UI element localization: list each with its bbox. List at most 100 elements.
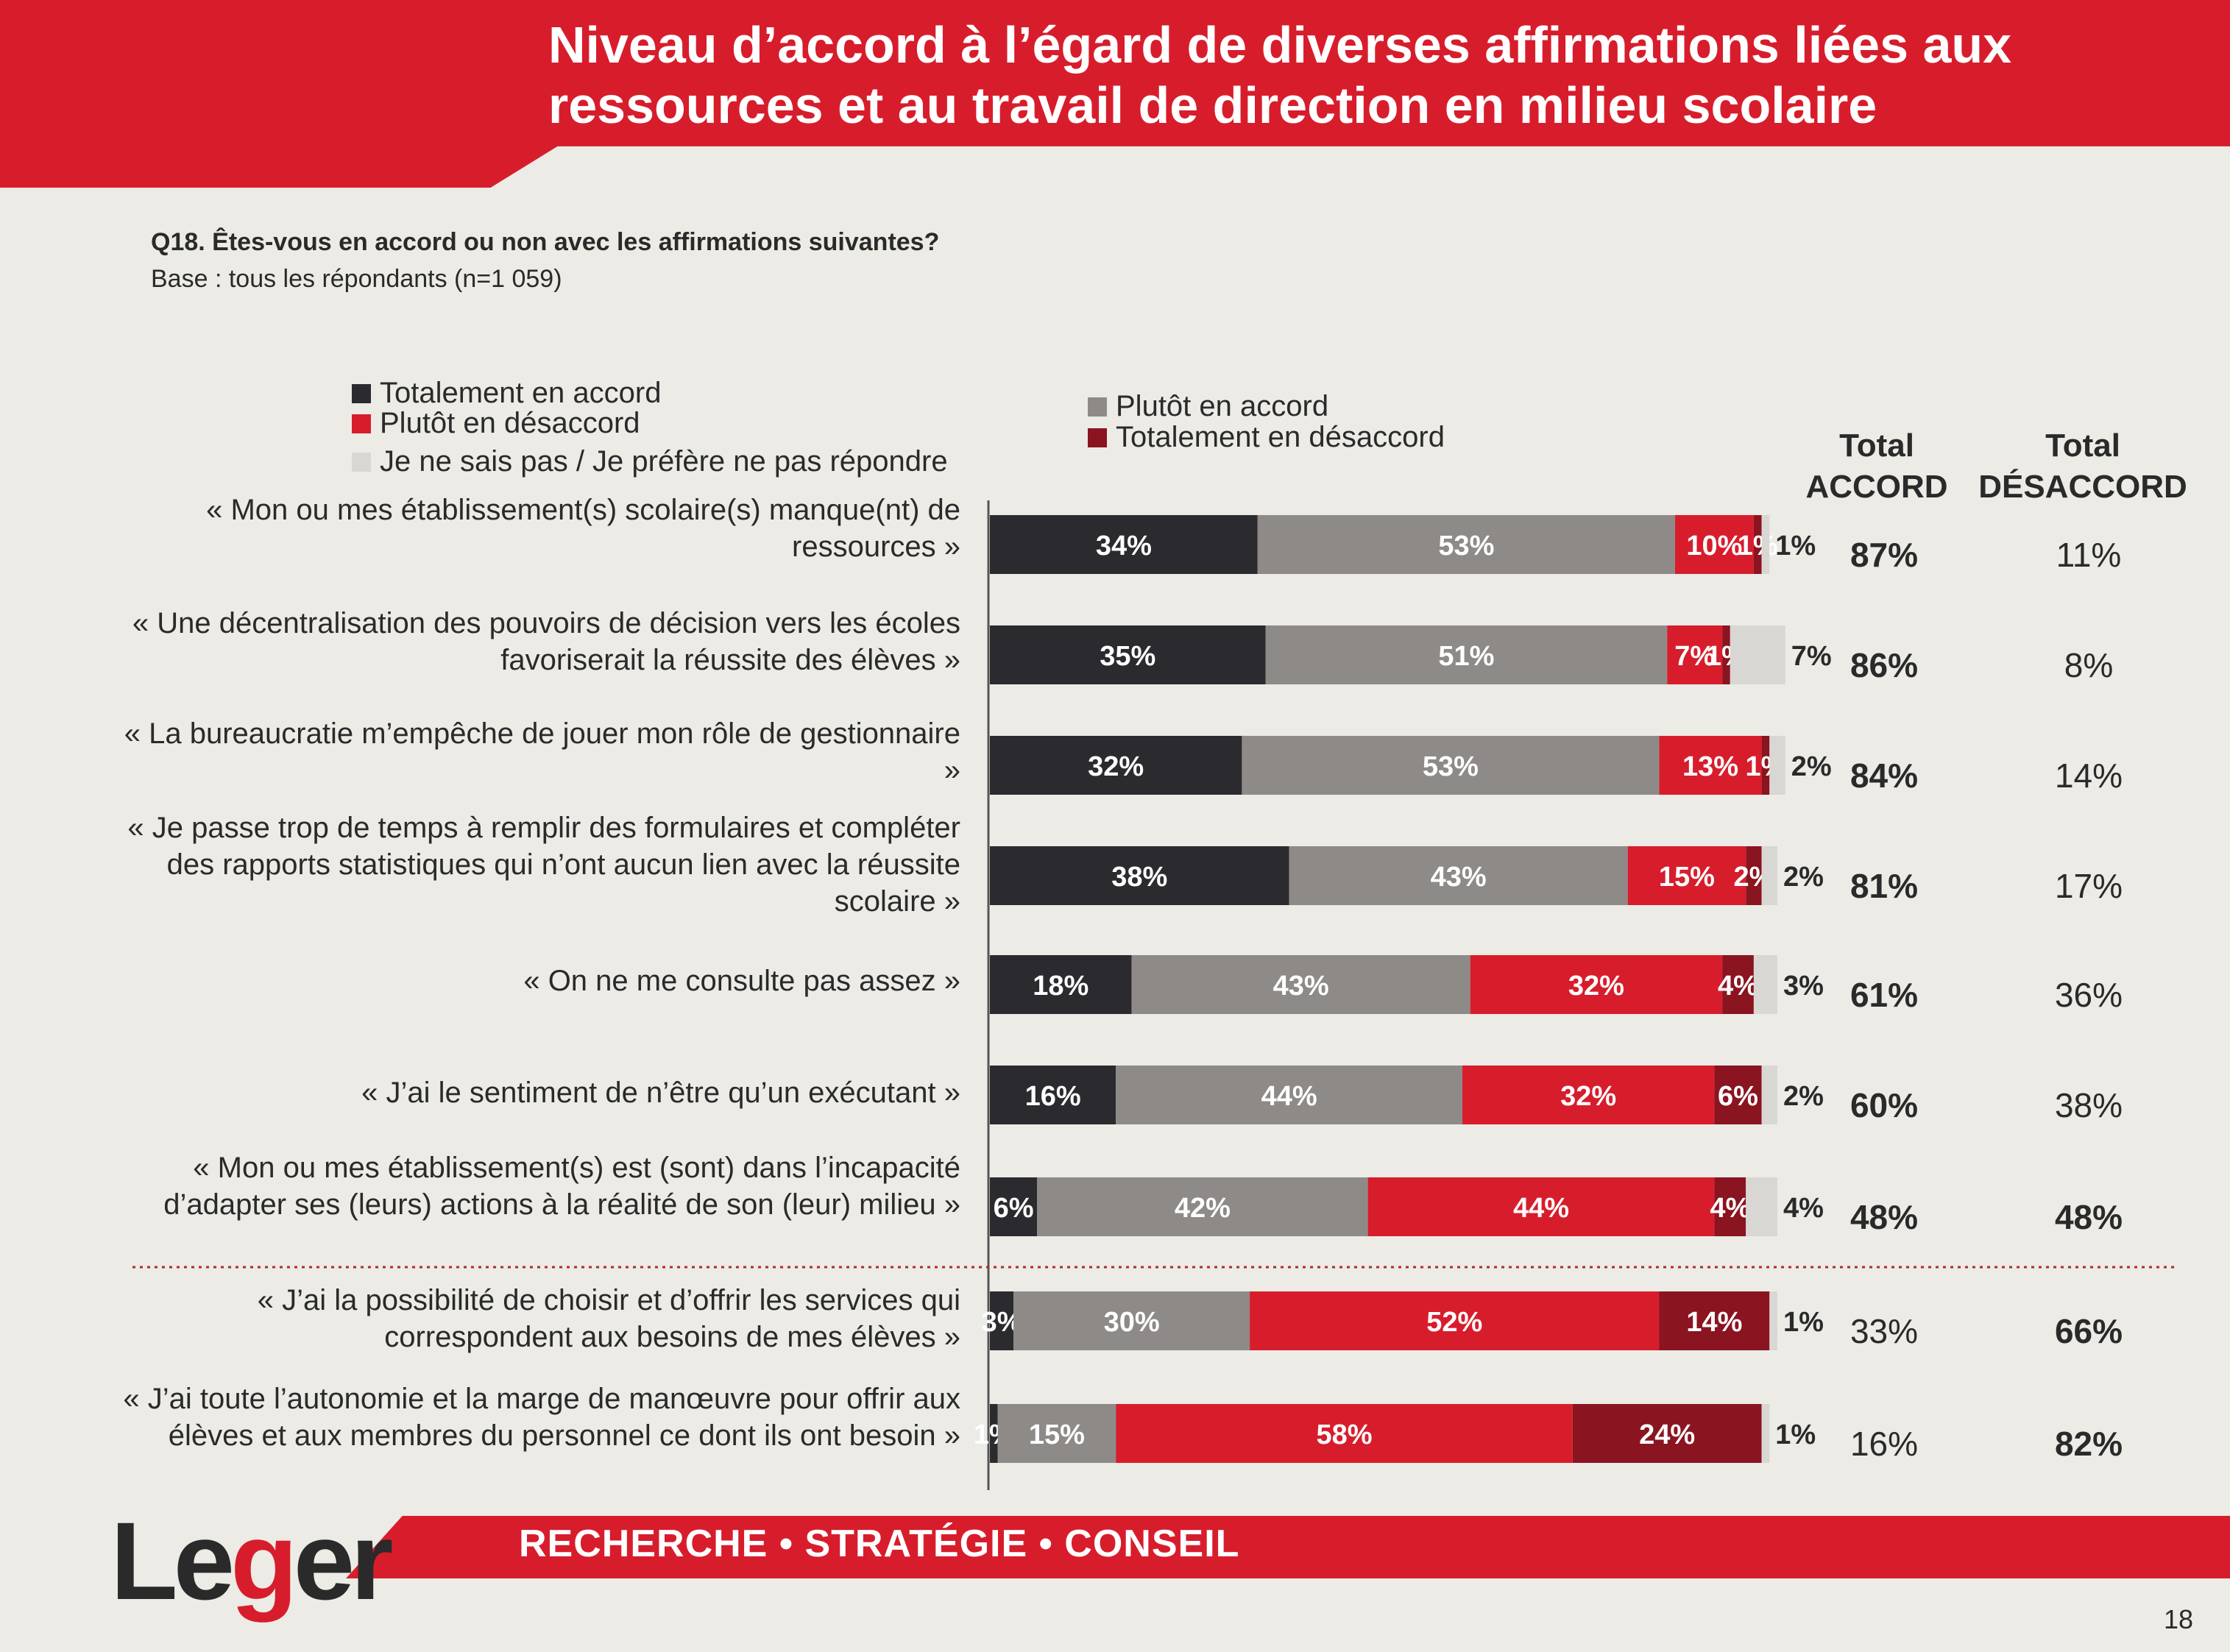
header-total-disagree: Total DÉSACCORD <box>1978 428 2187 505</box>
segment-value-label: 6% <box>1718 1081 1758 1112</box>
seg-totally-disagree <box>1761 736 1770 795</box>
segment-value-label: 4% <box>1783 1193 1824 1224</box>
seg-rather-agree <box>997 1404 1116 1463</box>
seg-totally-disagree <box>1746 846 1762 905</box>
statement-label: « On ne me consulte pas assez » <box>523 965 960 997</box>
segment-value-label: 7% <box>1674 641 1715 672</box>
page-number: 18 <box>2164 1604 2194 1634</box>
total-agree-value: 86% <box>1850 646 1918 684</box>
statement-label: « La bureaucratie m’empêche de jouer mon… <box>124 717 960 787</box>
bar-row: 1% 15% 58% 24% 1% 16% 82% <box>974 1404 2123 1463</box>
segment-value-label: 32% <box>1560 1081 1616 1112</box>
legend-totally-agree: Totalement en accord <box>352 377 661 410</box>
statement-label: « J’ai la possibilité de choisir et d’of… <box>257 1284 960 1353</box>
segment-value-label: 51% <box>1438 641 1494 672</box>
total-disagree-value: 66% <box>2055 1312 2123 1350</box>
total-disagree-value: 48% <box>2055 1198 2123 1236</box>
seg-rather-agree <box>1013 1291 1250 1350</box>
total-agree-value: 81% <box>1850 867 1918 905</box>
legend-swatch <box>352 414 371 433</box>
legend-swatch <box>1088 397 1107 416</box>
segment-value-label: 13% <box>1682 751 1738 782</box>
legend-rather-agree: Plutôt en accord <box>1088 390 1328 423</box>
footer-tagline: RECHERCHE • STRATÉGIE • CONSEIL <box>519 1522 1240 1565</box>
bar-row: 6% 42% 44% 4% 4% 48% 48% <box>990 1177 2123 1236</box>
segment-value-label: 32% <box>1568 971 1624 1002</box>
seg-rather-agree <box>1289 846 1628 905</box>
legend-label: Plutôt en désaccord <box>380 407 640 439</box>
seg-rather-disagree <box>1674 515 1754 574</box>
seg-dont-know <box>1746 1177 1777 1236</box>
statement-label: « Une décentralisation des pouvoirs de d… <box>132 607 960 676</box>
seg-rather-disagree <box>1250 1291 1660 1350</box>
bar-row: 38% 43% 15% 2% 2% 81% 17% <box>990 846 2123 905</box>
total-agree-value: 60% <box>1850 1086 1918 1124</box>
seg-rather-agree <box>1037 1177 1368 1236</box>
seg-totally-agree <box>990 1066 1116 1124</box>
segment-value-label: 1% <box>1783 1307 1824 1338</box>
seg-dont-know <box>1761 1404 1770 1463</box>
seg-dont-know <box>1769 736 1785 795</box>
total-disagree-value: 36% <box>2055 976 2123 1014</box>
segment-value-label: 38% <box>1111 862 1167 893</box>
total-disagree-value: 14% <box>2055 756 2123 795</box>
segment-value-label: 4% <box>1710 1193 1750 1224</box>
segment-value-label: 1% <box>1775 531 1816 561</box>
seg-totally-agree <box>990 625 1266 684</box>
total-agree-value: 61% <box>1850 976 1918 1014</box>
statement-label: « J’ai le sentiment de n’être qu’un exéc… <box>361 1077 960 1109</box>
bar-row: 34% 53% 10%1%1% 87% 11% <box>990 515 2121 574</box>
header-total-agree: Total ACCORD <box>1805 428 1948 505</box>
seg-totally-disagree <box>1722 625 1730 684</box>
statement-label: « Mon ou mes établissement(s) est (sont)… <box>163 1152 960 1221</box>
seg-totally-disagree <box>1753 515 1762 574</box>
segment-value-label: 15% <box>1659 862 1715 893</box>
question-text: Q18. Êtes-vous en accord ou non avec les… <box>151 228 940 256</box>
seg-dont-know <box>1753 955 1777 1014</box>
seg-rather-disagree <box>1367 1177 1715 1236</box>
statement-label: « Je passe trop de temps à remplir des f… <box>127 812 960 918</box>
seg-totally-disagree <box>1714 1177 1746 1236</box>
segment-value-label: 3% <box>1783 971 1824 1002</box>
segment-value-label: 1% <box>1738 531 1778 561</box>
segment-value-label: 2% <box>1783 1081 1824 1112</box>
total-agree-value: 87% <box>1850 536 1918 574</box>
bar-row: 16% 44% 32% 6% 2% 60% 38% <box>990 1066 2123 1124</box>
segment-value-label: 53% <box>1438 531 1494 561</box>
legend-dont-know: Je ne sais pas / Je préfère ne pas répon… <box>352 445 948 478</box>
page-title: Niveau d’accord à l’égard de diverses af… <box>548 16 2012 134</box>
total-agree-value: 16% <box>1850 1425 1918 1463</box>
segment-value-label: 2% <box>1783 862 1824 893</box>
seg-dont-know <box>1761 1066 1777 1124</box>
segment-value-label: 53% <box>1423 751 1479 782</box>
legend-totally-disagree: Totalement en désaccord <box>1088 421 1445 454</box>
segment-value-label: 43% <box>1431 862 1487 893</box>
seg-rather-disagree <box>1462 1066 1715 1124</box>
seg-totally-disagree <box>1714 1066 1762 1124</box>
seg-dont-know <box>1769 1291 1777 1350</box>
seg-rather-agree <box>1257 515 1675 574</box>
segment-value-label: 14% <box>1686 1307 1742 1338</box>
total-disagree-value: 38% <box>2055 1086 2123 1124</box>
seg-totally-disagree <box>1572 1404 1762 1463</box>
statement-label: « Mon ou mes établissement(s) scolaire(s… <box>206 494 960 563</box>
seg-totally-agree <box>990 515 1258 574</box>
segment-value-label: 6% <box>994 1193 1034 1224</box>
seg-rather-disagree <box>1667 625 1723 684</box>
bar-row: 35% 51% 7%1% 7% 86% 8% <box>990 625 2113 684</box>
base-text: Base : tous les répondants (n=1 059) <box>151 265 562 293</box>
segment-value-label: 16% <box>1025 1081 1081 1112</box>
segment-value-label: 15% <box>1029 1419 1085 1450</box>
segment-value-label: 52% <box>1426 1307 1482 1338</box>
footer-band <box>346 1516 2230 1578</box>
seg-rather-agree <box>1131 955 1470 1014</box>
total-disagree-value: 11% <box>2056 536 2122 574</box>
bar-row: 32% 53% 13% 1% 2% 84% 14% <box>990 736 2123 795</box>
total-disagree-value: 17% <box>2055 867 2123 905</box>
legend-label: Totalement en désaccord <box>1116 421 1445 453</box>
segment-value-label: 10% <box>1686 531 1742 561</box>
seg-totally-agree <box>990 1291 1014 1350</box>
seg-totally-agree <box>990 1177 1038 1236</box>
segment-value-label: 24% <box>1639 1419 1695 1450</box>
